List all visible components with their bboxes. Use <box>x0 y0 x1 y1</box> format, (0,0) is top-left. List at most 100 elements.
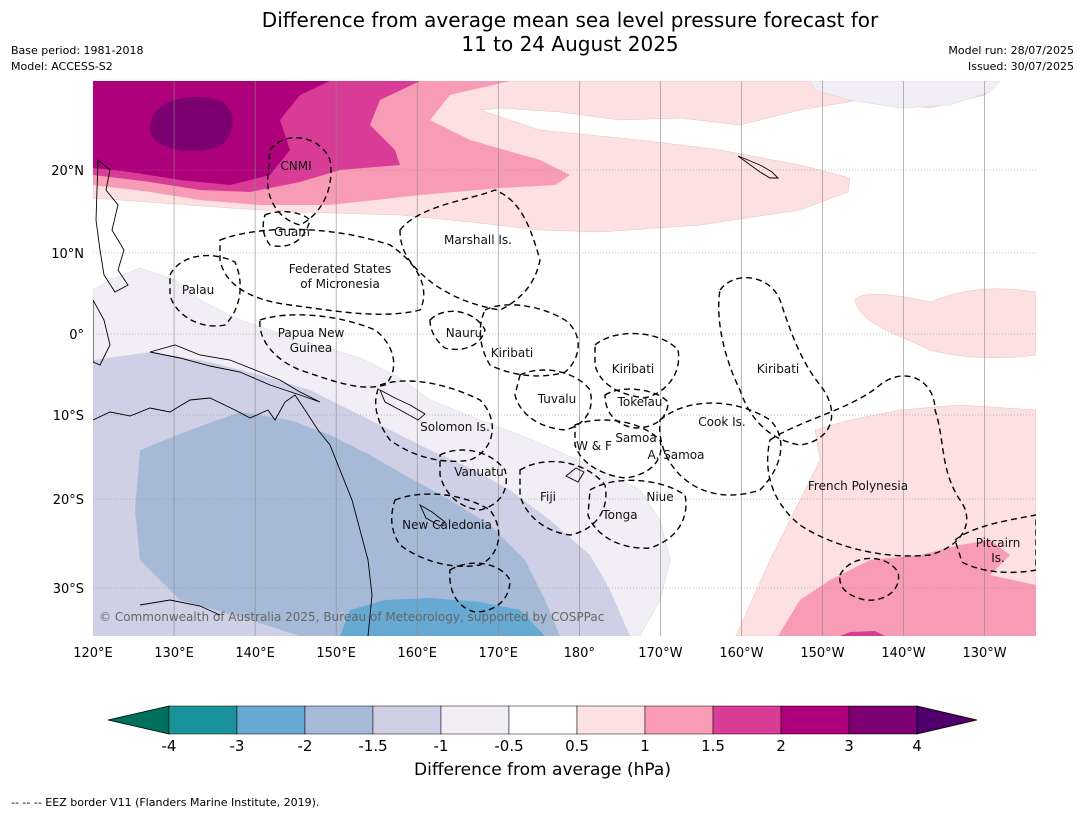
coastline-borneo <box>93 299 111 366</box>
anomaly-field <box>93 81 1036 636</box>
eez-fiji <box>519 460 607 536</box>
colorbar-segment <box>780 705 850 735</box>
label-palau: Palau <box>182 283 214 297</box>
longitude-tick-label: 170°E <box>478 646 518 661</box>
map-title: Difference from average mean sea level p… <box>0 8 1085 56</box>
meta-right: Model run: 28/07/2025 Issued: 30/07/2025 <box>948 43 1074 75</box>
coastline-australia <box>93 394 373 636</box>
longitude-tick-label: 150°E <box>316 646 356 661</box>
colorbar-title: Difference from average (hPa) <box>414 760 671 780</box>
model-run: Model run: 28/07/2025 <box>948 44 1074 57</box>
colorbar-extend-min <box>107 705 170 735</box>
coastlines <box>93 155 780 636</box>
eez-kiribati-e <box>718 276 833 446</box>
eez-wf-samoa <box>574 419 662 479</box>
label-solomon: Solomon Is. <box>420 420 490 434</box>
title-line-2: 11 to 24 August 2025 <box>461 32 679 56</box>
eez-pitcairn <box>954 514 1036 574</box>
longitude-tick-label: 140°W <box>881 646 925 661</box>
eez-palau <box>169 254 241 327</box>
latitude-tick-label: 10°S <box>53 409 84 424</box>
country-labels: CNMI Guam Marshall Is. Federated States … <box>182 159 1020 565</box>
eez-vanuatu <box>439 449 507 511</box>
eez-footnote: -- -- -- EEZ border V11 (Flanders Marine… <box>11 796 320 809</box>
eez-tuvalu <box>514 369 592 431</box>
eez-fsm <box>219 228 425 315</box>
eez-norfolk <box>449 562 511 613</box>
colorbar-tick-label: -0.5 <box>494 737 523 755</box>
label-cnmi: CNMI <box>280 159 311 173</box>
longitude-tick-label: 130°E <box>154 646 194 661</box>
eez-french-polynesia <box>766 375 968 557</box>
model-name: Model: ACCESS-S2 <box>11 60 113 73</box>
label-fsm-line2: of Micronesia <box>300 277 380 291</box>
longitude-tick-label: 140°E <box>235 646 275 661</box>
colorbar-segment <box>236 705 306 735</box>
colorbar-tick-label: -3 <box>230 737 245 755</box>
eez-tonga-niue <box>587 479 687 549</box>
eez-marshall <box>399 189 541 311</box>
base-period: Base period: 1981-2018 <box>11 44 144 57</box>
colorbar: -4 -3 -2 -1.5 -1 -0.5 0.5 1 1.5 2 3 4 <box>107 705 978 755</box>
longitude-tick-label: 180° <box>564 646 595 661</box>
label-tuvalu: Tuvalu <box>537 392 577 406</box>
eez-png <box>259 314 395 388</box>
eez-guam <box>262 211 311 247</box>
longitude-tick-labels: 120°E 130°E 140°E 150°E 160°E 170°E 180° 170°W 1… <box>73 646 1007 661</box>
longitude-tick-label: 130°W <box>962 646 1006 661</box>
contour-pos-0.5-east <box>854 288 1036 358</box>
latitude-tick-label: 20°N <box>51 164 84 179</box>
eez-nauru <box>429 310 486 351</box>
eez-solomons <box>374 380 494 462</box>
longitude-tick-label: 170°W <box>638 646 682 661</box>
colorbar-segment <box>848 705 918 735</box>
latitude-tick-label: 10°N <box>51 247 84 262</box>
label-kiribati-central: Kiribati <box>612 362 654 376</box>
label-fiji: Fiji <box>540 490 556 504</box>
eez-cnmi <box>266 136 332 226</box>
label-kiribati-west: Kiribati <box>491 346 533 360</box>
colorbar-tick-label: -4 <box>162 737 177 755</box>
colorbar-extend-max <box>916 705 978 735</box>
contour-neg-1.5-south <box>135 412 560 636</box>
contour-neg-0.5-north <box>809 81 1001 109</box>
coastline-new-guinea <box>149 344 321 403</box>
eez-kiribati-c <box>594 332 680 399</box>
coastline-new-zealand <box>139 599 221 616</box>
label-png-line1: Papua New <box>278 326 345 340</box>
colorbar-segment <box>644 705 714 735</box>
latitude-tick-label: 30°S <box>53 582 84 597</box>
colorbar-segment <box>304 705 374 735</box>
label-kiribati-east: Kiribati <box>757 362 799 376</box>
coastline-philippines <box>95 159 129 293</box>
colorbar-tick-label: 2 <box>776 737 786 755</box>
label-tokelau: Tokelau <box>617 395 663 409</box>
colorbar-segment <box>712 705 782 735</box>
coastline-new-caledonia <box>418 503 446 527</box>
colorbar-tick-label: 0.5 <box>565 737 589 755</box>
label-french-polynesia: French Polynesia <box>808 479 908 493</box>
colorbar-segment <box>576 705 646 735</box>
label-tonga: Tonga <box>601 508 637 522</box>
colorbar-tick-label: -1 <box>434 737 449 755</box>
coastline-hawaii <box>737 155 780 179</box>
colorbar-tick-label: 1 <box>640 737 650 755</box>
label-new-caledonia: New Caledonia <box>402 518 492 532</box>
label-american-samoa: A. Samoa <box>648 448 705 462</box>
label-pitcairn-line1: Pitcairn <box>976 536 1021 550</box>
label-cook: Cook Is. <box>698 415 745 429</box>
colorbar-segment <box>372 705 442 735</box>
coastline-solomons <box>379 389 426 421</box>
issued-date: Issued: 30/07/2025 <box>967 60 1074 73</box>
label-nauru: Nauru <box>446 326 482 340</box>
eez-new-caledonia <box>391 493 500 567</box>
longitude-tick-label: 120°E <box>73 646 113 661</box>
longitude-tick-label: 160°W <box>719 646 763 661</box>
colorbar-segment <box>508 705 578 735</box>
label-guam: Guam <box>274 225 310 239</box>
coastline-fiji <box>565 467 585 483</box>
label-vanuatu: Vanuatu <box>454 465 504 479</box>
eez-borders <box>169 136 1036 613</box>
title-line-1: Difference from average mean sea level p… <box>261 8 879 32</box>
